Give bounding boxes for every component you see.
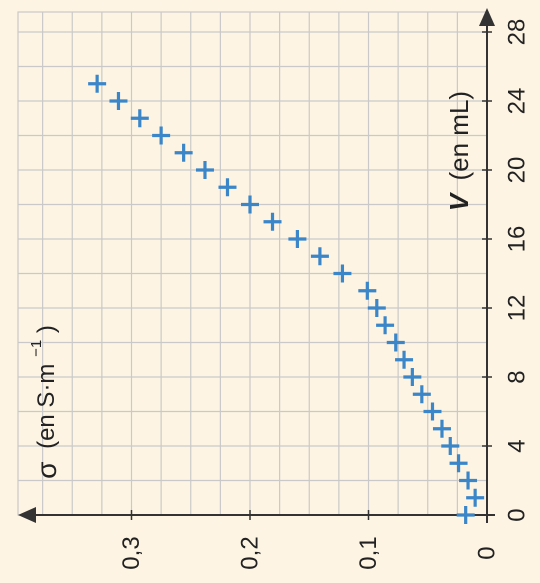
data-point bbox=[449, 454, 468, 473]
data-point bbox=[367, 299, 386, 317]
data-point bbox=[358, 281, 377, 300]
y-tick-label: 0 bbox=[474, 546, 501, 559]
y-tick-label: 0,3 bbox=[118, 536, 145, 569]
y-tick-label: 0,2 bbox=[237, 536, 264, 569]
x-axis-symbol: V bbox=[444, 191, 474, 211]
data-point bbox=[241, 195, 259, 214]
data-point bbox=[432, 419, 451, 438]
tick-labels: 0 4 8 12 16 20 24 28 0 0,1 0,2 0,3 bbox=[118, 19, 531, 570]
x-axis-arrow bbox=[479, 8, 495, 26]
data-point bbox=[466, 488, 485, 507]
data-point bbox=[333, 264, 352, 283]
data-point bbox=[130, 109, 149, 128]
data-point bbox=[376, 316, 395, 335]
data-point bbox=[456, 506, 475, 524]
y-axis-arrow bbox=[18, 507, 36, 523]
x-tick-label: 16 bbox=[504, 226, 531, 253]
y-axis-label: σ (en S·m −1 ) bbox=[23, 325, 62, 479]
x-axis-unit: (en mL) bbox=[444, 91, 474, 181]
x-tick-label: 12 bbox=[504, 295, 531, 322]
data-point bbox=[310, 247, 329, 266]
data-point bbox=[412, 385, 431, 404]
data-point bbox=[109, 92, 128, 110]
x-tick-label: 8 bbox=[504, 370, 531, 383]
axes bbox=[18, 8, 495, 523]
y-tick-label: 0,1 bbox=[355, 536, 382, 569]
data-point bbox=[174, 143, 193, 162]
x-tick-label: 24 bbox=[504, 88, 531, 115]
x-tick-label: 20 bbox=[504, 157, 531, 184]
data-point bbox=[152, 126, 171, 145]
data-point bbox=[263, 212, 282, 231]
y-axis-unit-prefix: (en S·m bbox=[33, 364, 60, 449]
x-axis-label: V (en mL) bbox=[444, 91, 474, 211]
data-point bbox=[403, 368, 422, 386]
data-point bbox=[441, 437, 460, 455]
data-point bbox=[288, 230, 307, 248]
data-point bbox=[395, 350, 414, 369]
y-axis-unit-suffix: ) bbox=[33, 325, 60, 333]
x-tick-label: 4 bbox=[504, 439, 531, 452]
data-points bbox=[88, 74, 485, 524]
y-axis-unit-exp: −1 bbox=[28, 340, 45, 357]
x-tick-label: 28 bbox=[504, 19, 531, 46]
data-point bbox=[459, 471, 478, 490]
data-point bbox=[218, 178, 237, 197]
data-point bbox=[88, 74, 107, 93]
grid bbox=[17, 11, 488, 516]
x-tick-label: 0 bbox=[504, 508, 531, 521]
data-point bbox=[423, 402, 442, 421]
data-point bbox=[195, 161, 214, 179]
y-axis-symbol: σ bbox=[31, 462, 62, 479]
data-point bbox=[386, 333, 405, 352]
